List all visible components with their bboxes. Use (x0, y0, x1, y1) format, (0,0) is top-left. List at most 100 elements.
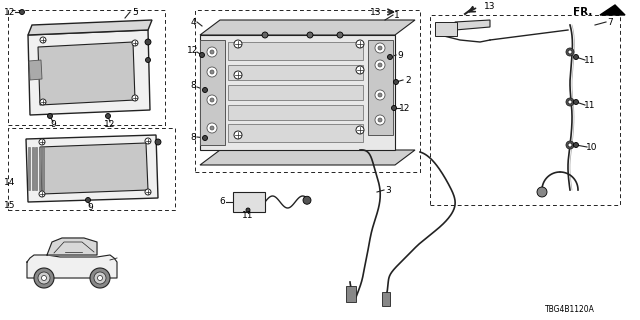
Bar (435, 22, 457, 36)
Bar (228, 105, 363, 120)
Circle shape (40, 37, 46, 43)
Polygon shape (26, 135, 158, 202)
Text: 4: 4 (190, 18, 196, 27)
Text: 5: 5 (132, 7, 138, 17)
Circle shape (568, 143, 572, 147)
Text: FR.: FR. (573, 7, 592, 17)
Circle shape (568, 100, 572, 104)
Circle shape (392, 106, 397, 110)
Text: 11: 11 (584, 100, 596, 109)
Circle shape (42, 276, 47, 281)
Text: 12: 12 (104, 119, 116, 129)
Circle shape (207, 123, 217, 133)
Circle shape (19, 10, 24, 14)
Text: 15: 15 (4, 201, 16, 210)
Polygon shape (200, 35, 395, 150)
Circle shape (207, 95, 217, 105)
Circle shape (210, 70, 214, 74)
Polygon shape (200, 20, 415, 35)
Polygon shape (29, 60, 42, 80)
Circle shape (234, 71, 242, 79)
Text: 12: 12 (188, 45, 198, 54)
Circle shape (38, 272, 50, 284)
Text: 8: 8 (190, 81, 196, 90)
Circle shape (566, 141, 574, 149)
Circle shape (387, 54, 392, 60)
Circle shape (234, 40, 242, 48)
Circle shape (132, 95, 138, 101)
Circle shape (568, 50, 572, 54)
Circle shape (356, 40, 364, 48)
Text: 10: 10 (586, 142, 598, 151)
Bar (31, 147, 33, 190)
Circle shape (375, 90, 385, 100)
Text: 13: 13 (484, 2, 496, 11)
Polygon shape (600, 5, 625, 15)
Text: 11: 11 (584, 55, 596, 65)
Circle shape (202, 87, 207, 92)
Circle shape (337, 32, 343, 38)
Text: 9: 9 (87, 204, 93, 212)
Circle shape (34, 268, 54, 288)
Circle shape (202, 135, 207, 140)
Circle shape (145, 58, 150, 62)
Circle shape (207, 67, 217, 77)
Circle shape (39, 191, 45, 197)
Bar (35, 147, 37, 190)
Circle shape (573, 54, 579, 60)
Circle shape (86, 197, 90, 203)
Circle shape (378, 118, 382, 122)
Circle shape (145, 39, 151, 45)
Circle shape (94, 272, 106, 284)
Text: 13: 13 (371, 7, 381, 17)
Circle shape (47, 114, 52, 118)
Bar (28, 147, 30, 190)
Bar (228, 42, 363, 60)
Circle shape (155, 139, 161, 145)
Circle shape (210, 50, 214, 54)
Polygon shape (38, 42, 135, 105)
Text: 11: 11 (243, 211, 253, 220)
Bar (346, 286, 356, 302)
Bar (233, 192, 265, 212)
Polygon shape (27, 255, 117, 278)
Text: TBG4B1120A: TBG4B1120A (545, 306, 595, 315)
Circle shape (145, 138, 151, 144)
Text: 6: 6 (219, 197, 225, 206)
Circle shape (356, 126, 364, 134)
Text: 12: 12 (4, 7, 16, 17)
Circle shape (307, 32, 313, 38)
Text: 3: 3 (385, 186, 391, 195)
Circle shape (90, 268, 110, 288)
Circle shape (573, 100, 579, 105)
Bar (228, 85, 363, 100)
Text: 2: 2 (405, 76, 411, 84)
Circle shape (210, 126, 214, 130)
Text: 12: 12 (399, 103, 411, 113)
Circle shape (132, 40, 138, 46)
Circle shape (573, 142, 579, 148)
Circle shape (375, 60, 385, 70)
Bar (228, 124, 363, 142)
Circle shape (566, 48, 574, 56)
Polygon shape (28, 30, 150, 115)
Circle shape (207, 47, 217, 57)
Circle shape (566, 98, 574, 106)
Bar (38, 147, 40, 190)
Circle shape (375, 43, 385, 53)
Text: 9: 9 (50, 119, 56, 129)
Circle shape (375, 115, 385, 125)
Circle shape (537, 187, 547, 197)
Circle shape (378, 93, 382, 97)
Circle shape (394, 79, 399, 84)
Text: 8: 8 (190, 132, 196, 141)
Text: 7: 7 (607, 18, 613, 27)
Circle shape (262, 32, 268, 38)
Text: 14: 14 (4, 178, 16, 187)
Circle shape (210, 98, 214, 102)
Bar (228, 65, 363, 80)
Circle shape (356, 66, 364, 74)
Polygon shape (200, 150, 415, 165)
Bar (382, 292, 390, 306)
Polygon shape (455, 20, 490, 30)
